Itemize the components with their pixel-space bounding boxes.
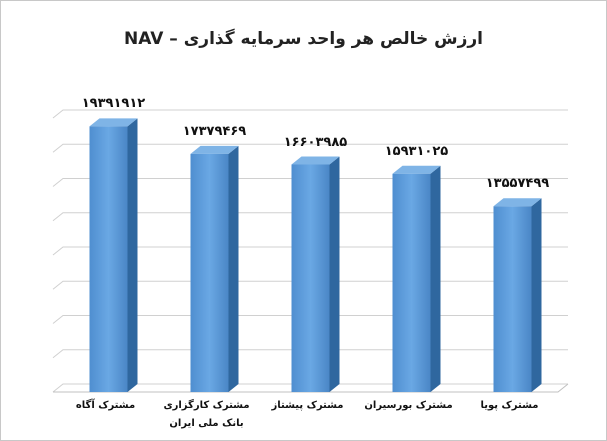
value-label: ۱۵۹۳۱۰۲۵ xyxy=(384,143,449,159)
x-tick-label: مشترک پیشتاز xyxy=(271,400,344,411)
bar xyxy=(493,198,542,392)
bar xyxy=(89,118,138,392)
grid-line xyxy=(52,109,568,119)
chart-title: ارزش خالص هر واحد سرمایه گذاری – NAV xyxy=(123,29,483,49)
grid-line xyxy=(52,143,568,153)
x-tick-label: مشترک آگاه xyxy=(75,400,136,411)
bar xyxy=(392,165,441,392)
bar xyxy=(190,145,239,392)
value-label: ۱۶۶۰۳۹۸۵ xyxy=(283,134,348,150)
value-label: ۱۷۳۷۹۴۶۹ xyxy=(182,123,247,139)
bar xyxy=(291,156,340,392)
x-tick-label: مشترک بورسیران xyxy=(364,400,453,411)
value-label: ۱۳۵۵۷۴۹۹ xyxy=(485,176,550,192)
x-tick-label: مشترک کارگزاری بانک ملی ایران xyxy=(163,400,250,429)
x-tick-label: مشترک پویا xyxy=(480,400,539,411)
value-label: ۱۹۳۹۱۹۱۲ xyxy=(81,96,146,112)
